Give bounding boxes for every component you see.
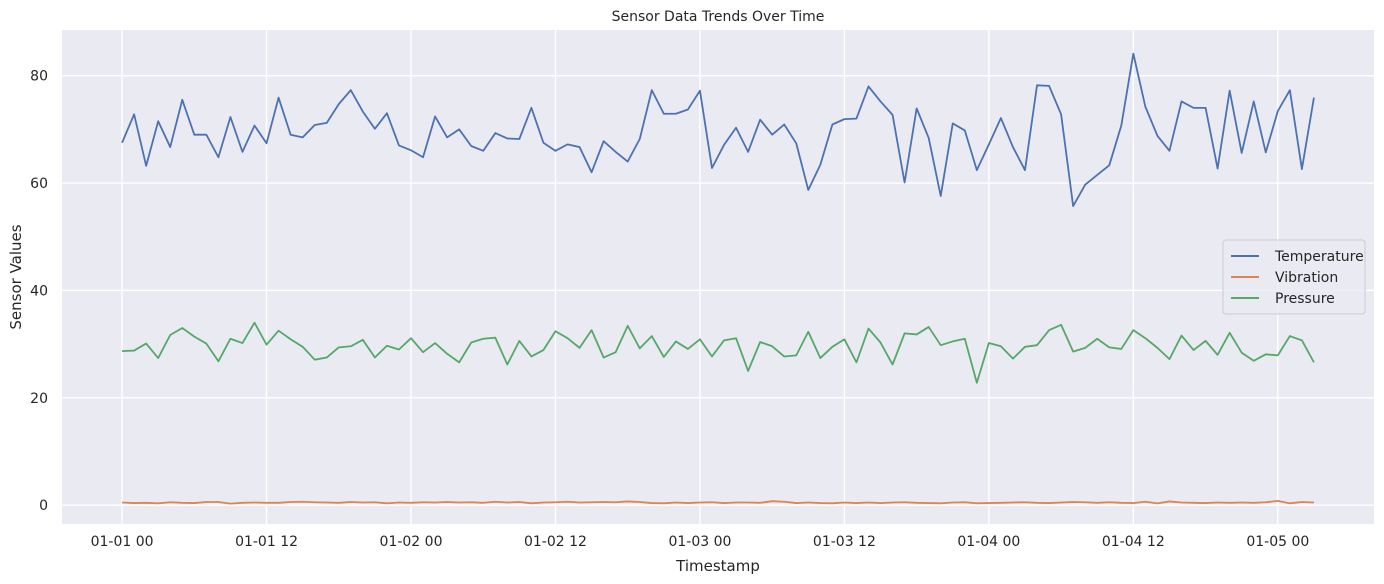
y-tick-label: 40	[30, 283, 48, 299]
x-tick-label: 01-03 12	[813, 534, 876, 550]
x-tick-label: 01-04 12	[1102, 534, 1165, 550]
y-gridlines	[62, 74, 1374, 506]
y-tick-label: 0	[39, 498, 48, 514]
x-tick-label: 01-01 00	[91, 534, 154, 550]
legend: Temperature Vibration Pressure	[1222, 239, 1366, 315]
series-line-temperature	[121, 52, 1315, 208]
x-axis-title: Timestamp	[675, 557, 760, 575]
chart-title: Sensor Data Trends Over Time	[612, 9, 825, 25]
x-tick-label: 01-04 00	[957, 534, 1020, 550]
y-axis-title: Sensor Values	[7, 224, 25, 329]
x-tick-label: 01-02 00	[380, 534, 443, 550]
y-tick-label: 80	[30, 69, 48, 85]
x-tick-label: 01-02 12	[524, 534, 587, 550]
x-tick-label: 01-03 00	[668, 534, 731, 550]
y-tick-label: 60	[30, 176, 48, 192]
series-lines	[121, 52, 1315, 505]
x-tick-label: 01-05 00	[1246, 534, 1309, 550]
series-line-vibration	[122, 500, 1314, 505]
legend-label-vibration: Vibration	[1275, 270, 1338, 286]
legend-label-pressure: Pressure	[1275, 291, 1335, 307]
x-tick-labels: 01-01 00 01-01 12 01-02 00 01-02 12 01-03 00…	[91, 534, 1310, 550]
y-tick-label: 20	[30, 391, 48, 407]
y-tick-labels: 0 20 40 60 80	[30, 69, 48, 515]
x-tick-label: 01-01 12	[235, 534, 298, 550]
series-line-pressure	[122, 321, 1315, 384]
legend-label-temperature: Temperature	[1274, 249, 1364, 265]
plot-area	[62, 30, 1374, 524]
legend-box	[1222, 239, 1366, 315]
